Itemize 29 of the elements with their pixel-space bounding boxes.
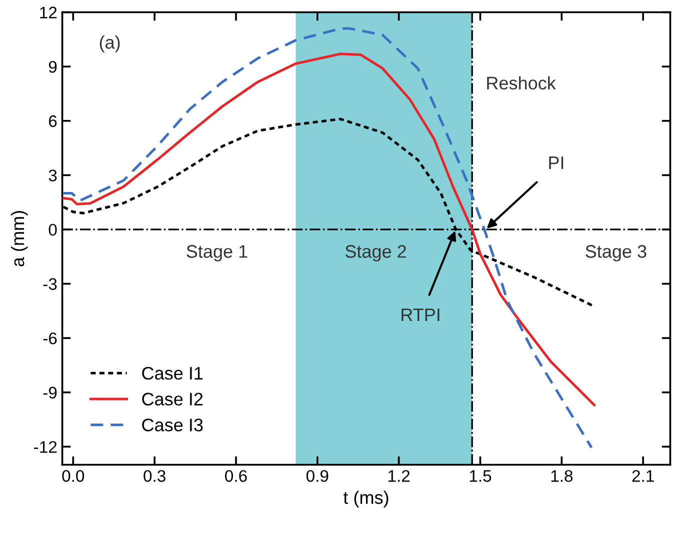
x-tick-label: 0.9: [306, 470, 328, 482]
x-tick-label: 2.1: [632, 470, 654, 482]
y-tick-label: -6: [43, 332, 57, 344]
x-tick-label: 0.3: [144, 470, 166, 482]
legend-label: Case I1: [142, 366, 203, 380]
annotation: RTPI: [402, 308, 440, 322]
y-axis-title: a (mm): [10, 211, 28, 266]
annotation: Stage 3: [586, 245, 646, 262]
x-tick-label: 1.8: [551, 470, 573, 482]
x-tick-label: 1.5: [470, 470, 492, 482]
y-tick-label: 6: [49, 115, 57, 128]
annotation: PI: [549, 156, 564, 169]
y-tick-label: 3: [48, 170, 57, 182]
x-tick-label: 0.0: [62, 470, 84, 482]
legend-label: Case I2: [142, 392, 203, 406]
y-tick-label: -12: [34, 441, 57, 453]
annotation: (a): [100, 36, 120, 52]
y-tick-label: 12: [40, 6, 57, 18]
x-tick-label: 0.6: [225, 470, 247, 482]
ref-line-label: Reshock: [487, 76, 556, 90]
x-axis-title: t (ms): [343, 490, 388, 508]
y-tick-label: -3: [43, 278, 57, 290]
y-tick-label: 0: [48, 224, 57, 236]
x-tick-label: 1.2: [388, 470, 410, 482]
legend-label: Case I3: [142, 418, 203, 432]
band-label: Stage 2: [345, 245, 406, 262]
annotation: Stage 1: [186, 245, 248, 262]
y-tick-label: -9: [43, 386, 57, 399]
y-tick-label: 9: [48, 60, 57, 73]
